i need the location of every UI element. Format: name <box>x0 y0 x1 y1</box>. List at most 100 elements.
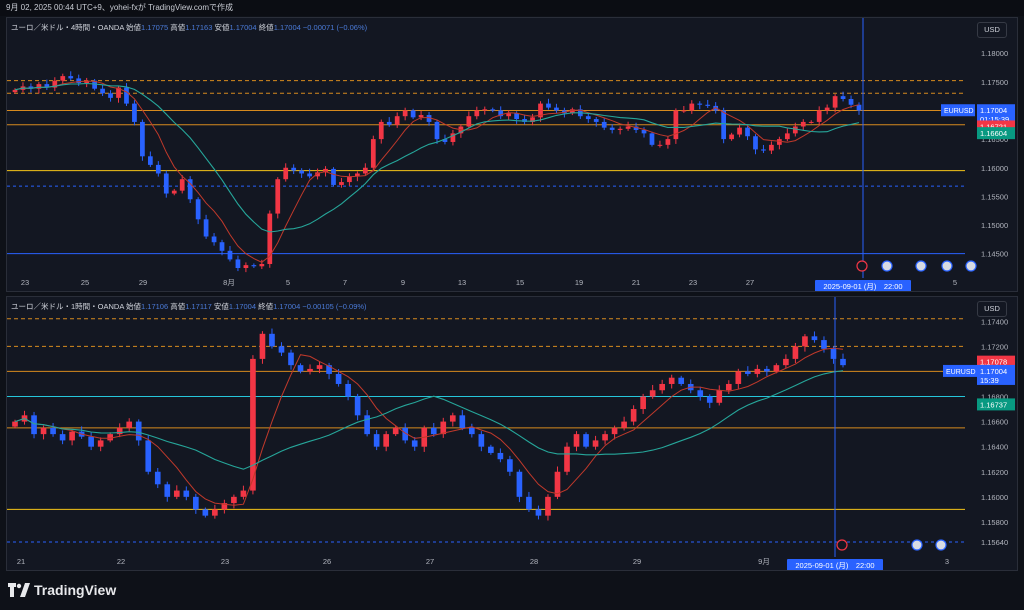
candle-body <box>585 116 591 120</box>
price-tag-box <box>977 127 1015 140</box>
event-flag-icon <box>941 260 953 272</box>
price-tag-label: 1.16737 <box>980 400 1007 409</box>
chart-canvas-4h[interactable]: 1.180001.175001.170001.165001.160001.155… <box>7 18 1017 291</box>
chart-pane-1h[interactable]: 1.174001.172001.170001.168001.166001.164… <box>6 296 1018 571</box>
price-axis-tick: 1.15800 <box>981 518 1008 527</box>
crosshair-date-box <box>815 280 911 291</box>
candle-body <box>155 164 161 174</box>
price-tag-label: 1.17078 <box>980 358 1007 367</box>
legend-symbol: ユーロ／米ドル・1時間・OANDA <box>11 302 124 311</box>
candle-body <box>657 144 663 146</box>
candle-body <box>705 104 711 106</box>
candle-body <box>601 121 607 128</box>
time-axis-tick: 13 <box>458 278 466 287</box>
candle-body <box>498 110 504 117</box>
candle-body <box>716 390 723 403</box>
candle-body <box>219 242 225 251</box>
candle-body <box>108 93 113 98</box>
candle-body <box>378 121 384 140</box>
candle-body <box>482 109 488 111</box>
candle-body <box>735 371 742 384</box>
candle-body <box>773 365 780 372</box>
chart-canvas-1h[interactable]: 1.174001.172001.170001.168001.166001.164… <box>7 297 1017 570</box>
candle-body <box>140 121 145 157</box>
candle-body <box>179 179 185 191</box>
candle-body <box>689 103 695 111</box>
candle-body <box>640 396 646 410</box>
candle-body <box>526 496 532 510</box>
candle-body <box>777 139 782 145</box>
event-flag-icon <box>935 539 947 551</box>
legend-low-label: 安値 <box>214 23 230 32</box>
candle-body <box>721 110 727 140</box>
tradingview-logo[interactable]: TradingView <box>8 582 116 598</box>
candle-body <box>769 144 774 151</box>
chart-legend-1h: ユーロ／米ドル・1時間・OANDA 始値1.17106 高値1.17117 安値… <box>11 301 367 312</box>
candle-body <box>145 440 152 472</box>
candle-body <box>173 490 180 497</box>
candle-body <box>187 179 193 200</box>
candle-body <box>347 176 352 183</box>
candle-body <box>440 421 447 435</box>
candle-body <box>442 139 448 142</box>
candle-body <box>466 116 472 127</box>
candle-body <box>154 471 161 485</box>
candle-body <box>641 129 647 134</box>
candle-body <box>811 336 818 341</box>
legend-close-label: 終値 <box>258 302 274 311</box>
price-axis-tick: 1.16600 <box>981 418 1008 427</box>
candle-body <box>370 139 376 168</box>
legend-open-label: 始値 <box>126 302 142 311</box>
candle-body <box>569 109 575 114</box>
legend-low: 1.17004 <box>229 23 257 32</box>
legend-close: 1.17004 <box>273 23 301 32</box>
price-tag-label: 1.17004 <box>980 367 1007 376</box>
candle-body <box>602 434 608 441</box>
candle-body <box>848 99 854 105</box>
price-axis-tick: 1.17400 <box>981 317 1008 326</box>
time-axis-tick: 29 <box>139 278 147 287</box>
event-flag-icon <box>856 260 868 272</box>
candle-body <box>469 427 475 435</box>
chart-legend-4h: ユーロ／米ドル・4時間・OANDA 始値1.17075 高値1.17163 安値… <box>11 22 367 33</box>
chart-pane-4h[interactable]: 1.180001.175001.170001.165001.160001.155… <box>6 17 1018 292</box>
moving-average-fast <box>14 80 860 263</box>
candle-body <box>297 365 304 372</box>
candle-body <box>235 259 241 268</box>
candle-body <box>516 471 523 497</box>
candle-body <box>792 346 799 359</box>
legend-high-label: 高値 <box>170 302 186 311</box>
candle-body <box>163 173 169 194</box>
price-tag-label: 1.17004 <box>980 106 1007 115</box>
time-axis-tick: 29 <box>633 557 641 566</box>
symbol-tag-box <box>943 364 977 377</box>
symbol-tag-label: EURUSD <box>946 369 976 376</box>
candle-body <box>364 415 370 435</box>
candle-body <box>592 440 599 447</box>
candle-body <box>60 76 66 81</box>
currency-button[interactable]: USD <box>977 22 1007 38</box>
currency-button[interactable]: USD <box>977 301 1007 317</box>
candle-body <box>411 440 418 447</box>
candle-body <box>394 116 400 125</box>
time-axis-tick: 28 <box>530 557 538 566</box>
legend-high-label: 高値 <box>170 23 186 32</box>
candle-body <box>107 434 113 441</box>
candle-body <box>68 76 74 79</box>
event-flag-icon <box>836 539 848 551</box>
candle-body <box>545 496 551 516</box>
candle-body <box>856 104 862 111</box>
candle-body <box>497 452 504 460</box>
crosshair-date-label: 2025-09-01 (月) 22:00 <box>823 282 902 291</box>
candle-body <box>92 80 97 89</box>
event-flag-icon <box>881 260 893 272</box>
candle-body <box>418 115 424 118</box>
candle-body <box>88 436 94 447</box>
candle-body <box>59 434 66 441</box>
candle-body <box>12 89 18 93</box>
time-axis-tick: 3 <box>945 557 949 566</box>
price-axis-tick: 1.16000 <box>981 493 1008 502</box>
moving-average-slow <box>14 370 844 470</box>
moving-average-fast <box>14 347 844 506</box>
candle-body <box>44 84 50 88</box>
